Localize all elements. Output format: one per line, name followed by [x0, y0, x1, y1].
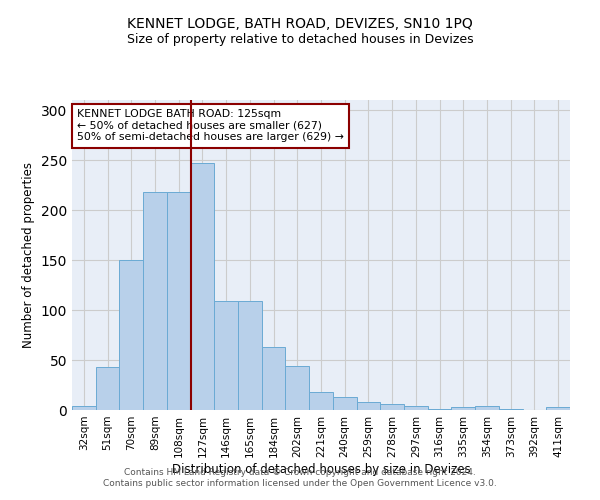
Bar	[96, 367, 119, 410]
Bar	[333, 397, 356, 410]
Bar	[546, 407, 570, 410]
Bar	[167, 192, 191, 410]
Bar	[356, 402, 380, 410]
Bar	[72, 406, 96, 410]
Y-axis label: Number of detached properties: Number of detached properties	[22, 162, 35, 348]
Bar	[404, 406, 428, 410]
Bar	[499, 409, 523, 410]
Bar	[380, 404, 404, 410]
Text: KENNET LODGE, BATH ROAD, DEVIZES, SN10 1PQ: KENNET LODGE, BATH ROAD, DEVIZES, SN10 1…	[127, 18, 473, 32]
Bar	[286, 366, 309, 410]
Bar	[191, 163, 214, 410]
Text: Size of property relative to detached houses in Devizes: Size of property relative to detached ho…	[127, 32, 473, 46]
Bar	[119, 260, 143, 410]
Bar	[238, 301, 262, 410]
Bar	[475, 406, 499, 410]
Bar	[428, 409, 451, 410]
Bar	[451, 407, 475, 410]
Text: KENNET LODGE BATH ROAD: 125sqm
← 50% of detached houses are smaller (627)
50% of: KENNET LODGE BATH ROAD: 125sqm ← 50% of …	[77, 110, 344, 142]
Bar	[143, 192, 167, 410]
Bar	[309, 392, 333, 410]
Bar	[262, 347, 286, 410]
X-axis label: Distribution of detached houses by size in Devizes: Distribution of detached houses by size …	[172, 462, 470, 475]
Text: Contains HM Land Registry data © Crown copyright and database right 2024.
Contai: Contains HM Land Registry data © Crown c…	[103, 468, 497, 487]
Bar	[214, 301, 238, 410]
